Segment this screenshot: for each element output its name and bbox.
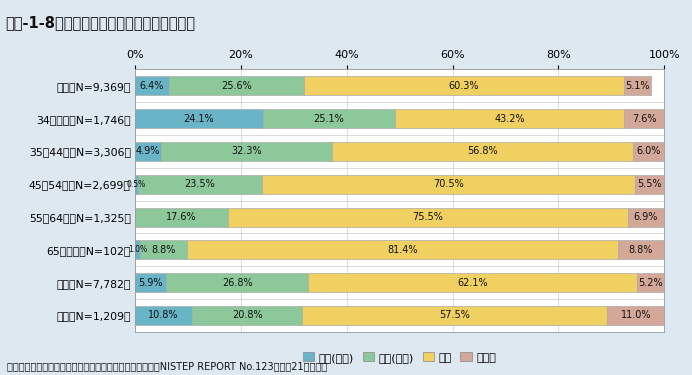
Text: 11.0%: 11.0% [621, 310, 651, 321]
Bar [395, 109, 624, 128]
Bar [302, 306, 607, 325]
Legend: ある(現在), ある(過去), ない, 無回答: ある(現在), ある(過去), ない, 無回答 [299, 348, 500, 367]
Text: 62.1%: 62.1% [457, 278, 488, 288]
Text: 57.5%: 57.5% [439, 310, 470, 321]
Bar [628, 207, 664, 226]
Text: 60.3%: 60.3% [448, 81, 479, 91]
Text: 56.8%: 56.8% [467, 146, 498, 156]
Text: 10.8%: 10.8% [148, 310, 179, 321]
Text: 5.5%: 5.5% [637, 179, 662, 189]
Bar [135, 306, 192, 325]
Bar [138, 175, 262, 194]
Text: 7.6%: 7.6% [632, 114, 657, 124]
Bar [140, 240, 187, 260]
Bar [304, 76, 623, 95]
Text: 32.3%: 32.3% [231, 146, 262, 156]
Bar [228, 207, 628, 226]
Bar [624, 109, 664, 128]
Text: 6.9%: 6.9% [634, 212, 658, 222]
Bar [332, 142, 632, 161]
Text: 25.1%: 25.1% [313, 114, 345, 124]
Text: 6.0%: 6.0% [636, 146, 661, 156]
Text: 8.8%: 8.8% [629, 245, 653, 255]
Text: 第１-1-8図／ポストドクター等の経験の有無: 第１-1-8図／ポストドクター等の経験の有無 [6, 15, 196, 30]
Text: 4.9%: 4.9% [136, 146, 160, 156]
Bar [632, 142, 664, 161]
Bar [308, 273, 637, 292]
Bar [161, 142, 332, 161]
Text: 43.2%: 43.2% [494, 114, 525, 124]
Bar [166, 273, 308, 292]
Bar [169, 76, 304, 95]
Bar [135, 109, 262, 128]
Text: 5.9%: 5.9% [138, 278, 163, 288]
Text: 81.4%: 81.4% [387, 245, 417, 255]
Text: 17.6%: 17.6% [166, 212, 197, 222]
Text: 1.0%: 1.0% [128, 245, 147, 254]
Text: 25.6%: 25.6% [221, 81, 252, 91]
Text: 20.8%: 20.8% [232, 310, 262, 321]
Bar [135, 76, 169, 95]
Bar [192, 306, 302, 325]
Text: 5.2%: 5.2% [638, 278, 663, 288]
Bar [618, 240, 664, 260]
Bar [135, 142, 161, 161]
Bar [187, 240, 618, 260]
Bar [262, 109, 395, 128]
Text: 0.5%: 0.5% [127, 180, 146, 189]
Text: 70.5%: 70.5% [433, 179, 464, 189]
Bar [623, 76, 650, 95]
Bar [607, 306, 665, 325]
Bar [262, 175, 635, 194]
Text: 26.8%: 26.8% [222, 278, 253, 288]
Text: 5.1%: 5.1% [625, 81, 649, 91]
Text: 6.4%: 6.4% [140, 81, 164, 91]
Bar [135, 273, 166, 292]
Bar [635, 175, 664, 194]
Text: 資料：科学技術政策研究所「科学技術人材に関する調査」NISTEP REPORT No.123（平成21年３月）: 資料：科学技術政策研究所「科学技術人材に関する調査」NISTEP REPORT … [7, 361, 327, 371]
Text: 24.1%: 24.1% [183, 114, 214, 124]
Bar [135, 240, 140, 260]
Text: 8.8%: 8.8% [152, 245, 176, 255]
Bar [637, 273, 664, 292]
Bar [135, 175, 138, 194]
Text: 23.5%: 23.5% [184, 179, 215, 189]
Text: 75.5%: 75.5% [412, 212, 444, 222]
Bar [135, 207, 228, 226]
